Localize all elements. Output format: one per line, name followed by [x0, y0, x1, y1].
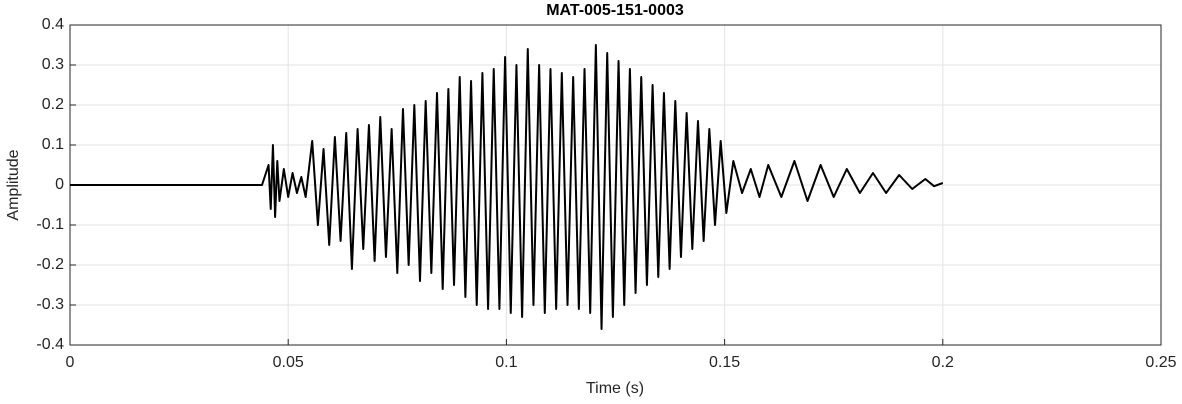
y-tick-label: 0: [55, 176, 64, 193]
y-tick-label: -0.4: [36, 336, 64, 353]
x-tick-label: 0.1: [495, 354, 517, 371]
x-tick-label: 0.15: [709, 354, 740, 371]
x-tick-label: 0.25: [1145, 354, 1176, 371]
y-tick-label: 0.4: [42, 16, 64, 33]
y-tick-label: 0.1: [42, 136, 64, 153]
waveform-line: [70, 44, 944, 330]
y-tick-label: -0.2: [36, 256, 64, 273]
x-tick-label: 0: [66, 354, 75, 371]
x-axis-label: Time (s): [586, 380, 644, 397]
x-tick-label: 0.05: [273, 354, 304, 371]
x-tick-label: 0.2: [932, 354, 954, 371]
y-tick-label: 0.2: [42, 96, 64, 113]
y-tick-label: 0.3: [42, 56, 64, 73]
y-tick-label: -0.1: [36, 216, 64, 233]
y-axis-label: Amplitude: [5, 149, 22, 220]
y-tick-label: -0.3: [36, 296, 64, 313]
chart-title: MAT-005-151-0003: [546, 2, 684, 19]
